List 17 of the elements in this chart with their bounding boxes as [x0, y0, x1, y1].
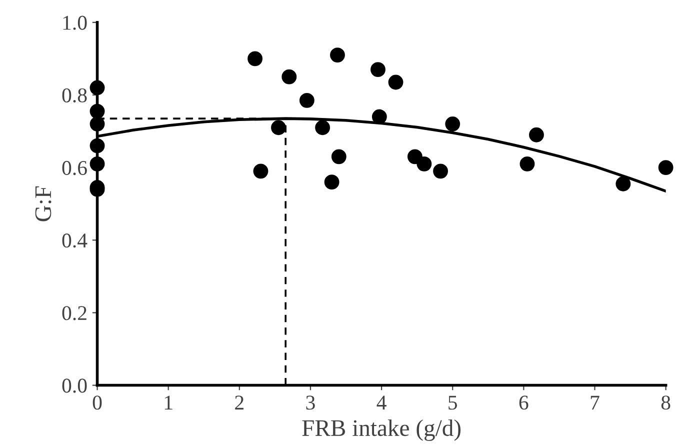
- y-tick-label: 0.8: [62, 88, 87, 102]
- x-tick-label: 6: [519, 396, 528, 410]
- y-tick-label: 1.0: [63, 16, 87, 30]
- x-tick-label: 2: [235, 396, 244, 410]
- y-tick-label: 0.4: [62, 234, 88, 248]
- x-tick-label: 1: [164, 396, 172, 410]
- x-tick-label: 8: [661, 396, 670, 410]
- x-tick-label: 4: [376, 396, 386, 410]
- y-tick-label: 0.0: [62, 378, 87, 393]
- y-tick-label: 0.2: [62, 306, 86, 320]
- x-axis-title: FRB intake (g/d): [302, 419, 461, 441]
- x-tick-label: 5: [448, 396, 458, 410]
- y-tick-label: 0.6: [62, 160, 87, 176]
- y-axis-title: G:F: [35, 186, 52, 222]
- x-tick-label: 7: [590, 396, 600, 410]
- x-tick-label: 0: [92, 396, 102, 410]
- x-tick-label: 3: [306, 396, 315, 410]
